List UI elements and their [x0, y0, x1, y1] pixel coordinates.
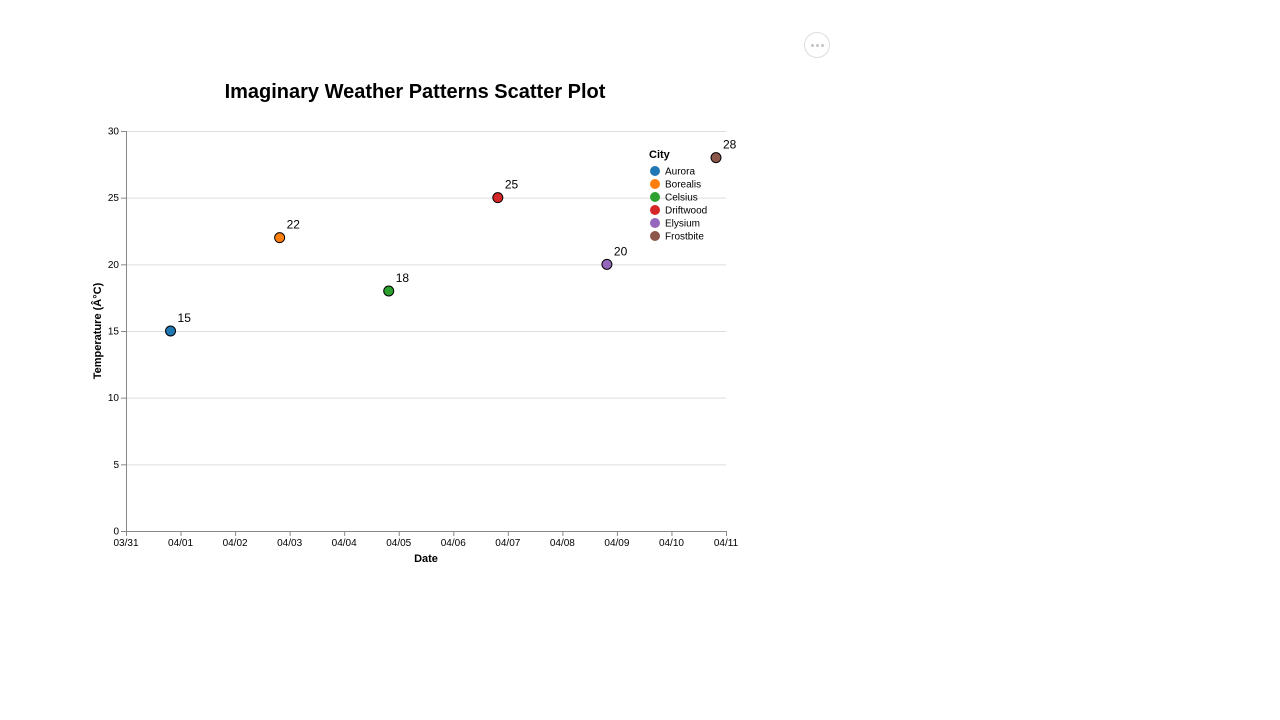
data-point-aurora — [165, 325, 177, 337]
legend-item-aurora: Aurora — [665, 167, 695, 178]
y-axis-title: Temperature (Â°C) — [91, 282, 104, 379]
x-tick-label: 04/04 — [332, 538, 357, 549]
legend-swatch — [650, 205, 660, 215]
legend-swatch — [650, 179, 660, 189]
data-label: 15 — [178, 311, 192, 325]
data-point-driftwood — [492, 192, 504, 204]
x-tick-label: 04/11 — [714, 538, 739, 549]
legend-title: City — [649, 149, 671, 161]
data-label: 22 — [287, 218, 301, 232]
y-tick-label: 5 — [113, 460, 119, 471]
grid-lines — [126, 131, 726, 532]
axes: 0 5 10 15 20 25 30 03/31 04/01 04/02 04/03 04/04 04/… — [108, 127, 739, 550]
data-point-elysium — [601, 258, 613, 270]
x-tick-label: 03/31 — [113, 538, 138, 549]
legend-item-borealis: Borealis — [665, 180, 701, 191]
legend-swatch — [650, 192, 660, 202]
x-tick-label: 04/05 — [386, 538, 411, 549]
legend-swatch — [650, 231, 660, 241]
y-tick-label: 10 — [108, 393, 120, 404]
x-tick-label: 04/01 — [168, 538, 193, 549]
more-actions-button[interactable] — [804, 32, 830, 58]
data-label: 28 — [723, 138, 737, 152]
data-point-celsius — [383, 285, 395, 297]
x-tick-label: 04/10 — [659, 538, 684, 549]
more-horizontal-icon-dot — [815, 43, 819, 47]
legend: City Aurora Borealis Celsius Driftwood Elysi… — [649, 149, 707, 243]
x-tick-label: 04/07 — [495, 538, 520, 549]
x-tick-label: 04/09 — [604, 538, 629, 549]
legend-item-elysium: Elysium — [665, 219, 700, 230]
x-tick-label: 04/08 — [550, 538, 575, 549]
chart-title: Imaginary Weather Patterns Scatter Plot — [225, 81, 606, 103]
y-tick-label: 30 — [108, 127, 120, 138]
y-tick-label: 15 — [108, 327, 120, 338]
legend-item-frostbite: Frostbite — [665, 232, 704, 243]
data-label: 25 — [505, 178, 519, 192]
data-label: 18 — [396, 271, 410, 285]
y-tick-label: 25 — [108, 193, 120, 204]
x-tick-label: 04/02 — [223, 538, 248, 549]
more-horizontal-icon-dot — [820, 43, 824, 47]
legend-item-driftwood: Driftwood — [665, 206, 707, 217]
y-tick-label: 0 — [113, 527, 119, 538]
x-tick-label: 04/03 — [277, 538, 302, 549]
data-label: 20 — [614, 244, 628, 258]
y-tick-label: 20 — [108, 260, 120, 271]
data-points: 15 22 18 25 20 28 — [165, 138, 737, 337]
legend-swatch — [650, 218, 660, 228]
x-tick-label: 04/06 — [441, 538, 466, 549]
data-point-borealis — [274, 232, 286, 244]
data-point-frostbite — [710, 152, 722, 164]
legend-item-celsius: Celsius — [665, 193, 698, 204]
x-axis-title: Date — [414, 553, 438, 565]
more-horizontal-icon — [810, 43, 814, 47]
legend-swatch — [650, 166, 660, 176]
